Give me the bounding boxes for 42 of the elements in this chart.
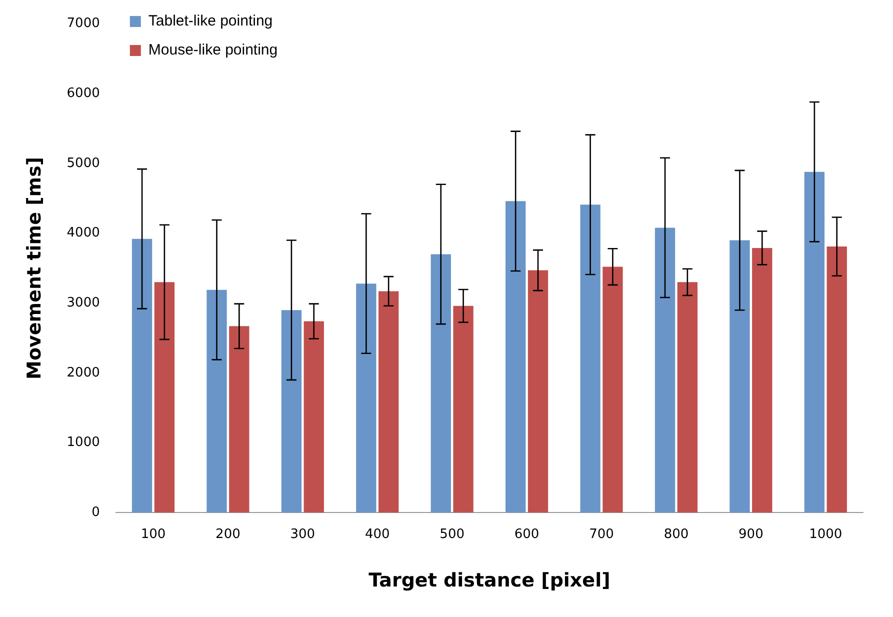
x-tick-label: 400 <box>364 526 390 542</box>
bar <box>206 290 227 513</box>
y-tick-label: 6000 <box>66 86 100 102</box>
bar <box>154 282 175 513</box>
bar <box>752 248 772 513</box>
bar <box>453 306 474 513</box>
bar <box>580 204 600 513</box>
x-tick-label: 700 <box>589 526 614 542</box>
x-tick-label: 800 <box>664 526 689 542</box>
bar <box>378 291 399 513</box>
x-tick-label: 300 <box>290 526 316 542</box>
x-tick-label: 900 <box>738 526 764 542</box>
y-tick-label: 1000 <box>66 435 100 450</box>
y-tick-label: 3000 <box>66 295 100 310</box>
x-tick-label: 100 <box>140 526 166 542</box>
x-axis-title: Target distance [pixel] <box>368 570 610 592</box>
bar <box>356 284 376 513</box>
y-tick-label: 0 <box>92 504 100 520</box>
y-tick-label: 2000 <box>66 365 100 380</box>
bar <box>826 246 847 513</box>
bar <box>804 172 825 513</box>
bar <box>229 326 250 513</box>
y-tick-label: 4000 <box>66 226 100 241</box>
x-tick-label: 600 <box>514 526 540 542</box>
y-axis-title: Movement time [ms] <box>23 156 46 380</box>
bar <box>430 254 451 513</box>
legend-label: Mouse-like pointing <box>148 42 278 59</box>
bar <box>132 238 152 513</box>
bar <box>654 228 676 513</box>
legend-label: Tablet-like pointing <box>148 12 273 30</box>
bar <box>506 201 526 513</box>
y-tick-label: 5000 <box>66 156 100 171</box>
bar <box>528 270 548 513</box>
bar <box>602 266 623 513</box>
x-tick-label: 500 <box>440 526 464 542</box>
x-tick-label: 1000 <box>809 526 842 542</box>
y-tick-label: 7000 <box>66 16 100 32</box>
bar <box>677 282 698 513</box>
bar <box>730 240 750 513</box>
bar <box>281 310 302 513</box>
x-tick-label: 200 <box>216 526 240 542</box>
bar <box>304 321 324 513</box>
